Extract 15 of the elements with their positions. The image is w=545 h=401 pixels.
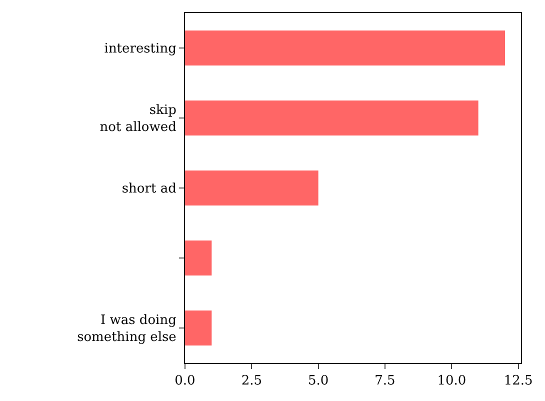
- bar: [185, 100, 478, 136]
- bar: [185, 30, 505, 66]
- bar: [185, 310, 212, 346]
- x-tick-label: 12.5: [504, 374, 533, 389]
- x-tick-label: 7.5: [374, 374, 396, 389]
- y-tick-label: skip not allowed: [100, 103, 176, 135]
- y-tick-label: interesting: [104, 42, 176, 57]
- x-tick-label: 10.0: [437, 374, 466, 389]
- x-tick-label: 0.0: [174, 374, 196, 389]
- bar: [185, 170, 318, 206]
- x-tick-label: 5.0: [308, 374, 329, 389]
- y-tick-label: short ad: [122, 182, 176, 197]
- bar: [185, 240, 212, 276]
- x-tick-label: 2.5: [241, 374, 262, 389]
- y-tick-label: I was doing something else: [77, 313, 177, 345]
